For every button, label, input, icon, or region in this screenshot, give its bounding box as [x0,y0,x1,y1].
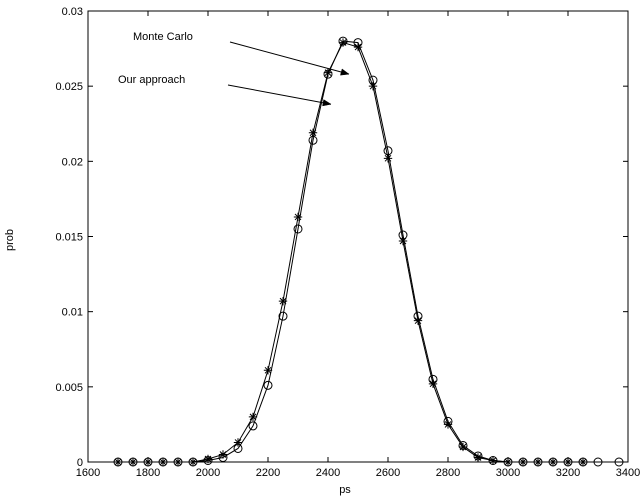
x-tick-label: 2800 [436,467,460,479]
data-point-star [158,457,168,467]
data-point-star [578,457,588,467]
data-point-star [308,128,318,137]
data-point-star [113,457,123,467]
data-point-star [458,442,468,452]
data-point-star [128,457,138,467]
data-point-star [173,457,183,467]
data-point-star [488,456,498,465]
y-tick-label: 0.005 [55,382,83,394]
data-point-star [278,296,288,306]
data-point-star [218,450,228,459]
annotation-arrow-line [227,84,332,105]
data-point-star [188,457,198,467]
data-point-star [428,379,438,389]
x-tick-label: 2600 [376,467,400,479]
annotation-arrowhead [322,99,332,107]
data-point-star [548,457,558,467]
data-point-star [383,154,393,163]
data-point-star [338,38,348,47]
annotation-arrowhead [340,68,350,76]
data-point-star [233,438,243,447]
y-tick-label: 0.03 [62,6,83,18]
data-point-circle [593,457,603,467]
y-tick-label: 0.025 [55,81,83,93]
data-point-star [368,81,378,91]
data-point-star [263,366,273,375]
annotation-label: Monte Carlo [133,31,193,43]
data-point-star [413,316,423,325]
y-tick-label: 0.01 [62,307,83,319]
x-tick-label: 3000 [496,467,520,479]
series-our-approach [113,38,588,467]
y-tick-label: 0 [77,457,83,469]
data-point-star [518,457,528,467]
data-point-circle [248,421,258,431]
data-point-circle [293,224,303,234]
data-point-star [443,420,453,429]
series-monte-carlo [113,36,624,467]
data-point-star [473,453,483,462]
x-tick-label: 2200 [256,467,280,479]
data-point-circle [278,311,288,321]
annotation-our-approach: Our approach [118,74,332,107]
data-point-star [293,212,303,222]
annotation-monte-carlo: Monte Carlo [133,31,350,76]
y-tick-label: 0.015 [55,232,83,244]
x-tick-label: 3200 [556,467,580,479]
data-point-star [323,68,333,77]
annotation-arrow-line [229,41,350,75]
x-axis-label: ps [339,484,351,496]
series-line [118,40,619,463]
data-point-star [353,42,363,52]
x-tick-label: 3400 [616,467,640,479]
y-tick-label: 0.02 [62,156,83,168]
data-point-star [533,457,543,467]
data-point-star [248,412,258,422]
data-point-star [398,236,408,246]
x-tick-label: 1800 [136,467,160,479]
data-point-circle [263,380,273,390]
series-line [118,41,583,463]
y-axis-label: prob [4,229,16,251]
x-tick-label: 1600 [76,467,100,479]
x-tick-label: 2400 [316,467,340,479]
annotation-label: Our approach [118,74,185,86]
x-tick-label: 2000 [196,467,220,479]
